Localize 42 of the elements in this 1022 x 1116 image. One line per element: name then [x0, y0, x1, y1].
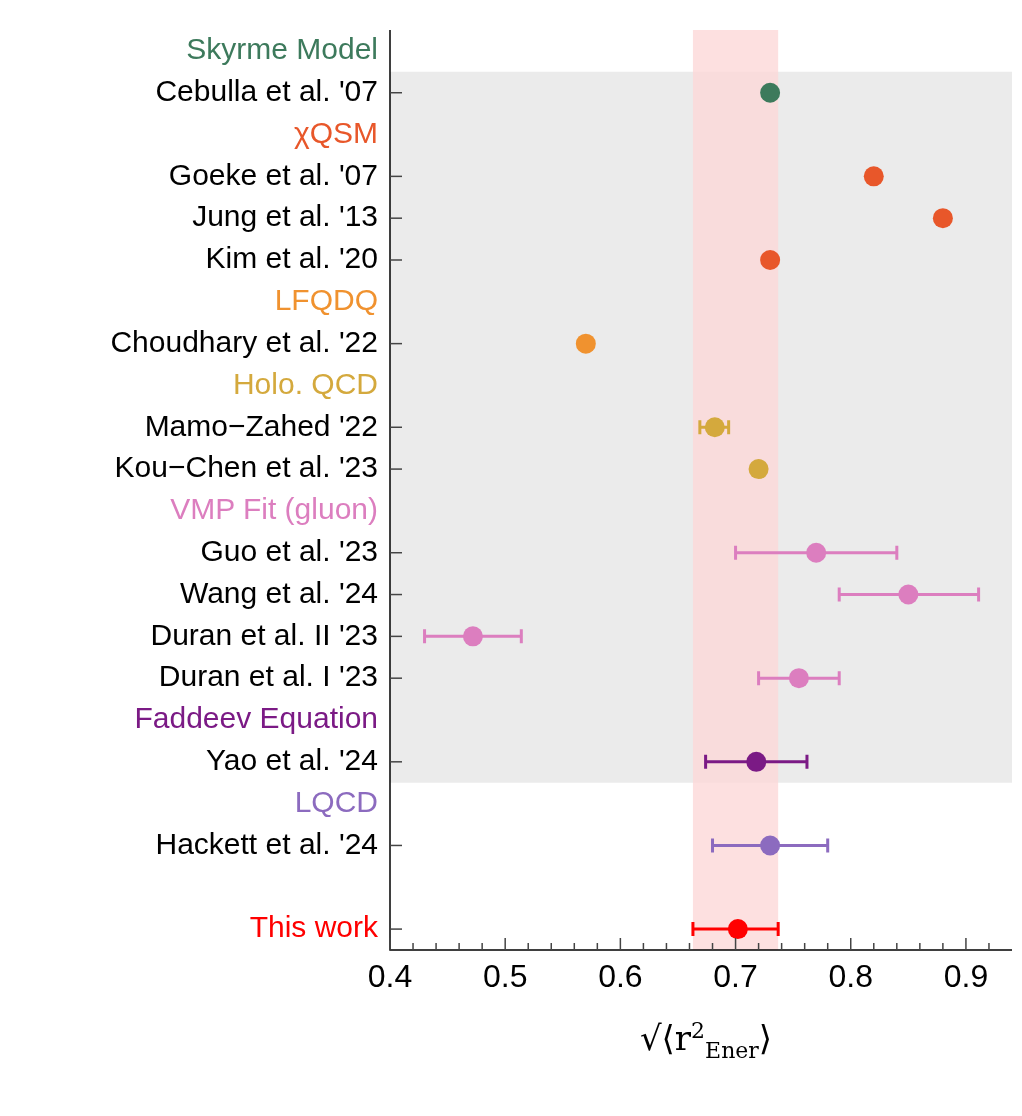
y-tick-label: Kou−Chen et al. '23 [114, 450, 378, 484]
point [760, 250, 781, 270]
x-tick-label: 0.7 [713, 957, 758, 994]
point [760, 835, 781, 856]
y-tick-label: Duran et al. II '23 [150, 617, 378, 651]
point [932, 208, 953, 229]
y-tick-label: Mamo−Zahed '22 [144, 408, 378, 442]
x-tick-label: 0.5 [482, 957, 528, 994]
text: χQSM [293, 115, 378, 149]
y-tick-label: Guo et al. '23 [200, 533, 378, 567]
y-tick-label: Wang et al. '24 [179, 575, 378, 609]
x-tick-label: 0.4 [367, 957, 413, 994]
text: LFQDQ [274, 283, 378, 317]
point [746, 751, 767, 772]
y-tick-label: Jung et al. '13 [192, 199, 378, 233]
y-tick-label: Choudhary et al. '22 [110, 324, 378, 358]
point [760, 82, 781, 103]
x-tick-label: 0.9 [943, 957, 989, 994]
point [898, 584, 919, 605]
text: VMP Fit (gluon) [170, 492, 378, 526]
point [806, 542, 827, 563]
point [748, 459, 769, 480]
y-tick-label: Yao et al. '24 [206, 743, 378, 777]
y-tick-label: Kim et al. '20 [205, 241, 378, 275]
text: Faddeev Equation [134, 701, 378, 735]
y-tick-label: Hackett et al. '24 [155, 826, 378, 860]
text: LQCD [294, 784, 378, 818]
y-tick-label: Cebulla et al. '07 [155, 73, 378, 107]
text: Holo. QCD [232, 366, 378, 400]
y-tick-label: Duran et al. I '23 [158, 659, 378, 693]
point [727, 919, 748, 940]
y-tick-label: Goeke et al. '07 [168, 157, 378, 191]
text: Skyrme Model [186, 32, 378, 66]
x-tick-label: 0.6 [598, 957, 643, 994]
point [704, 417, 725, 438]
x-tick-label: 0.8 [828, 957, 873, 994]
text: This work [249, 910, 379, 944]
x-axis-title: √⟨r$^{2}$$_{Ener}$⟩ [638, 1018, 774, 1064]
point [863, 166, 884, 187]
point [788, 668, 809, 689]
point [575, 333, 596, 354]
point [462, 626, 483, 647]
